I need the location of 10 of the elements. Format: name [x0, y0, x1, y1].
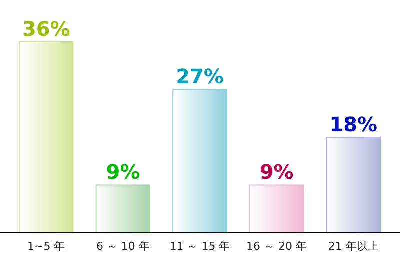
data-label: 36%: [22, 16, 70, 41]
x-tick-label: 16 ～ 20 年: [246, 240, 308, 253]
data-label: 18%: [330, 112, 378, 136]
x-tick-label: 1~5 年: [28, 240, 66, 253]
x-tick-label: 6 ～ 10 年: [96, 240, 150, 253]
x-tick-label: 21 年以上: [328, 240, 379, 253]
data-label: 27%: [176, 64, 224, 89]
x-tick-label: 11 ～ 15 年: [170, 240, 230, 253]
data-label: 9%: [106, 160, 140, 184]
data-label: 9%: [260, 160, 294, 184]
